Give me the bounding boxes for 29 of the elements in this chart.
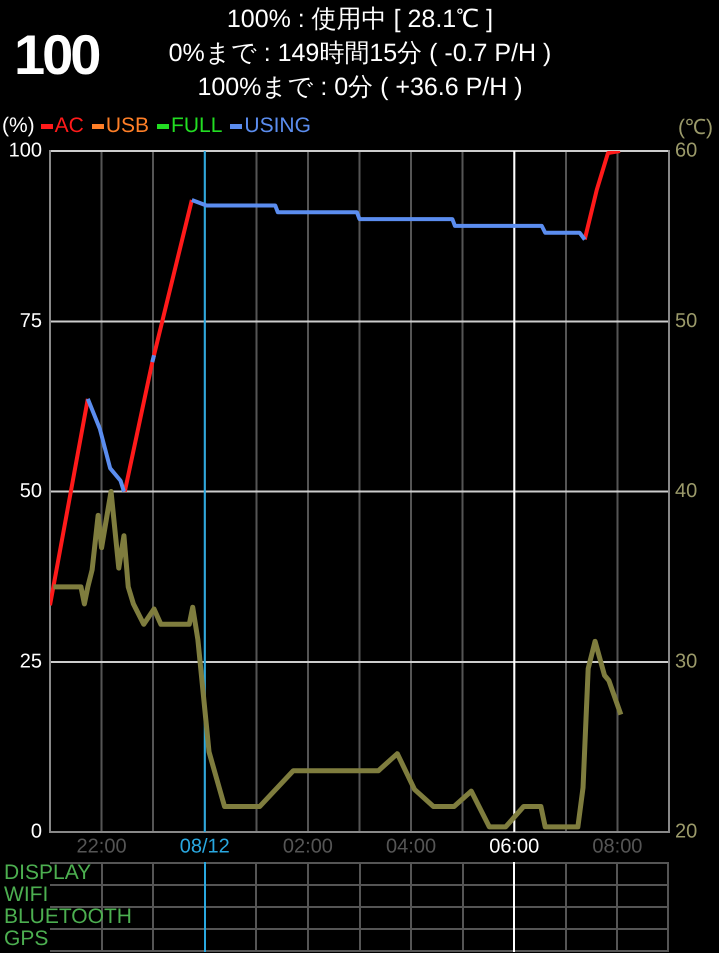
x-tick-label: 06:00: [489, 836, 540, 858]
y2-tick-label: 60: [675, 140, 698, 162]
y2-axis-title: (℃): [678, 115, 713, 140]
text: 100%まで : 0分 ( +36.6 P/H ): [196, 72, 524, 103]
x-tick-label: 22:00: [76, 836, 127, 858]
text: BLUETOOTH: [4, 905, 132, 928]
y-tick-label: 75: [20, 310, 42, 332]
text: 100% : 使用中 [ 28.1℃ ]: [226, 4, 494, 35]
x-tick-label: 08:00: [592, 836, 642, 858]
y-tick-label: 0: [30, 820, 42, 843]
y2-tick-label: 40: [675, 480, 698, 502]
legend-label: USING: [244, 114, 311, 138]
text: 0%まで : 149時間15分 ( -0.7 P/H ): [168, 38, 552, 69]
y-tick-label: 25: [20, 650, 42, 672]
legend-label: FULL: [171, 114, 222, 138]
legend-label: USB: [106, 114, 150, 138]
y-tick-label: 100: [8, 140, 42, 162]
y-axis-title: (%): [2, 114, 35, 138]
y-tick-label: 50: [20, 480, 42, 502]
y2-tick-label: 50: [675, 310, 698, 332]
legend-label: AC: [54, 114, 84, 138]
x-tick-label: 08/12: [180, 836, 230, 858]
y2-tick-label: 30: [675, 650, 698, 672]
text: DISPLAY: [4, 861, 92, 884]
x-tick-label: 02:00: [282, 836, 333, 858]
y2-tick-label: 20: [675, 820, 698, 843]
x-tick-label: 04:00: [386, 836, 436, 858]
text: WIFI: [4, 883, 48, 906]
text: GPS: [4, 927, 48, 950]
